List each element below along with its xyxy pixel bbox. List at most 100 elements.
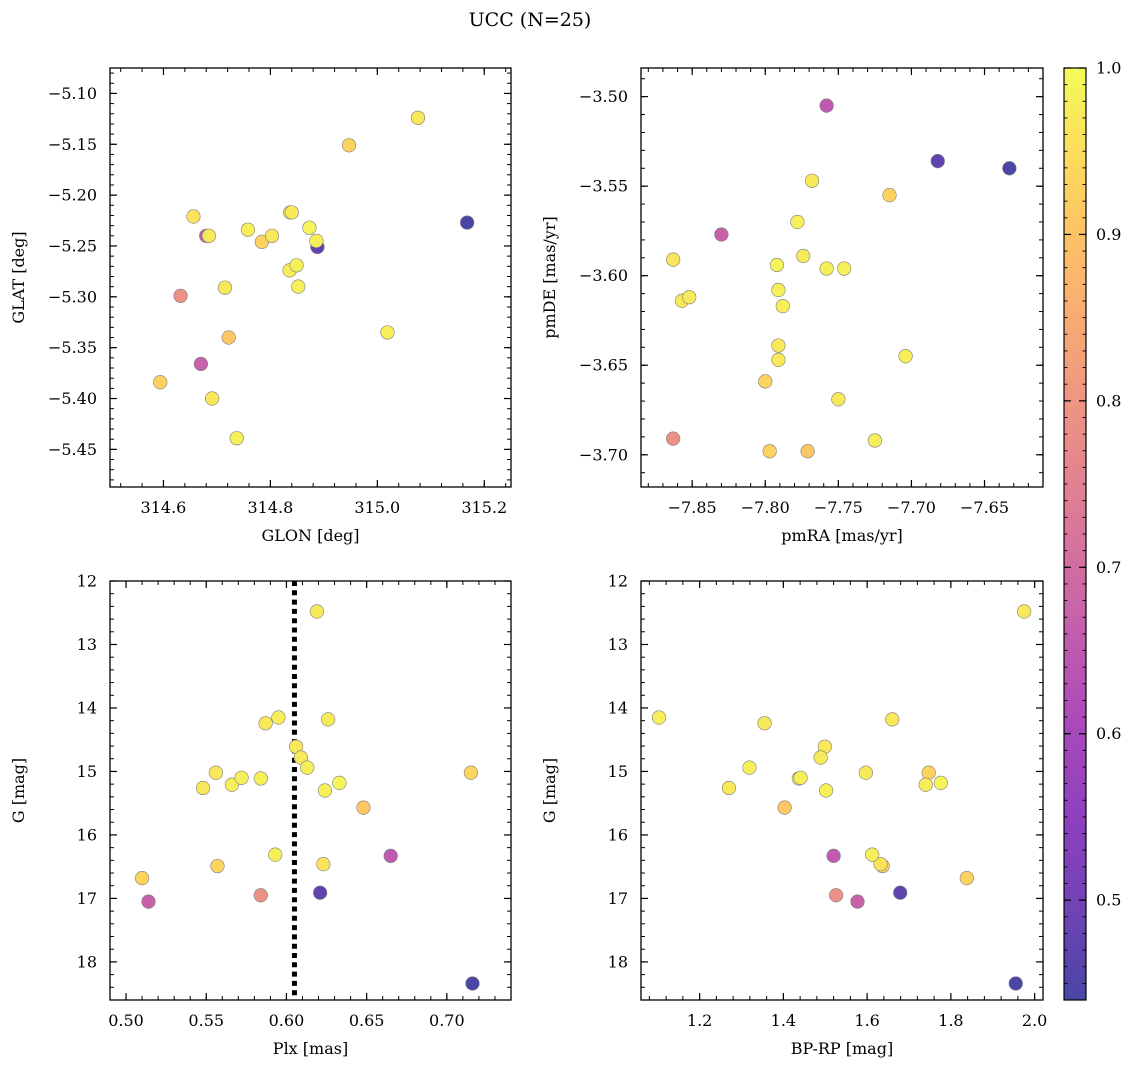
data-point xyxy=(463,765,479,780)
data-point xyxy=(217,280,233,295)
data-point xyxy=(141,894,156,909)
y-tick-label: 15 xyxy=(608,762,628,781)
colorbar-tick-label: 0.7 xyxy=(1096,558,1121,577)
y-tick-label: 16 xyxy=(77,825,97,844)
data-point xyxy=(291,279,306,294)
data-point xyxy=(309,233,324,248)
data-point xyxy=(210,858,225,874)
y-tick-label: −5.40 xyxy=(48,389,97,408)
data-point xyxy=(858,765,873,780)
data-point xyxy=(796,248,811,264)
x-tick-label: 315.2 xyxy=(461,498,507,517)
y-tick-label: 17 xyxy=(608,889,628,908)
data-point xyxy=(771,282,786,298)
data-point xyxy=(195,780,211,796)
colorbar: 1.0 0.9 0.8 0.7 0.6 0.5 xyxy=(1063,59,1121,1001)
panel-cmd: 1.2 1.4 1.6 1.8 2.0 12 13 14 15 16 17 18 BP-RP [mag]… xyxy=(540,572,1047,1059)
data-point xyxy=(240,222,256,237)
data-point xyxy=(321,712,336,727)
data-point xyxy=(885,712,900,727)
x-tick-label: −7.75 xyxy=(814,498,863,517)
data-point xyxy=(793,770,808,785)
data-point xyxy=(742,760,757,775)
data-point xyxy=(771,338,786,353)
data-point xyxy=(771,352,786,367)
colorbar-tick-label: 0.8 xyxy=(1096,391,1121,410)
x-tick-label: 315.0 xyxy=(354,498,400,517)
axes-frame xyxy=(109,580,512,1001)
y-tick-label: −5.25 xyxy=(48,236,97,255)
x-tick-label: 0.65 xyxy=(349,1011,385,1030)
data-point xyxy=(229,431,244,446)
data-point xyxy=(380,325,395,340)
data-point xyxy=(829,888,844,903)
y-tick-label: 17 xyxy=(77,889,97,908)
data-point xyxy=(205,391,220,406)
data-point xyxy=(813,750,828,765)
y-tick-label: −5.45 xyxy=(48,440,97,459)
data-point xyxy=(959,871,974,886)
data-point xyxy=(300,760,315,775)
data-point xyxy=(341,138,357,153)
data-point xyxy=(332,775,347,790)
x-tick-label: 1.2 xyxy=(687,1011,712,1030)
figure-title: UCC (N=25) xyxy=(469,9,592,31)
data-point xyxy=(873,857,888,872)
x-tick-label: 0.70 xyxy=(429,1011,465,1030)
data-point xyxy=(819,98,834,113)
y-axis-label: GLAT [deg] xyxy=(9,231,28,323)
data-point xyxy=(317,783,333,798)
data-point xyxy=(302,220,317,235)
data-point xyxy=(410,110,426,125)
data-point xyxy=(800,444,815,459)
data-point xyxy=(293,750,308,765)
data-point xyxy=(253,888,268,903)
y-tick-label: −3.65 xyxy=(579,356,628,375)
data-point xyxy=(850,894,865,909)
x-tick-label: 314.8 xyxy=(247,498,293,517)
x-tick-label: 0.50 xyxy=(108,1011,144,1030)
data-point xyxy=(1002,161,1017,176)
data-points xyxy=(153,110,475,446)
y-tick-label: 14 xyxy=(77,698,97,717)
y-tick-label: −3.50 xyxy=(579,87,628,106)
data-point xyxy=(651,710,667,725)
data-point xyxy=(383,848,398,863)
data-point xyxy=(289,258,304,273)
x-tick-label: 1.4 xyxy=(771,1011,796,1030)
x-axis-label: pmRA [mas/yr] xyxy=(781,526,903,545)
data-point xyxy=(465,976,480,991)
data-point xyxy=(666,252,681,267)
data-point xyxy=(898,349,913,364)
data-points xyxy=(134,604,480,991)
y-axis-label: G [mag] xyxy=(9,758,28,823)
data-point xyxy=(356,800,371,815)
colorbar-tick-label: 1.0 xyxy=(1096,59,1121,78)
data-point xyxy=(173,288,188,303)
data-point xyxy=(867,433,882,448)
data-point xyxy=(460,215,475,230)
y-tick-label: 12 xyxy=(77,572,97,591)
y-axis-label: G [mag] xyxy=(540,758,559,823)
panel-sky: 314.6 314.8 315.0 315.2 −5.45 −5.40 −5.35 −5.30… xyxy=(9,67,512,545)
data-point xyxy=(186,209,201,224)
x-tick-label: −7.80 xyxy=(741,498,790,517)
x-tick-label: 1.8 xyxy=(938,1011,963,1030)
x-axis-label: Plx [mas] xyxy=(273,1039,348,1058)
x-axis-label: BP-RP [mag] xyxy=(791,1039,893,1058)
y-tick-label: −3.55 xyxy=(579,177,628,196)
data-point xyxy=(865,847,880,862)
x-tick-label: 1.6 xyxy=(854,1011,879,1030)
x-axis-label: GLON [deg] xyxy=(261,526,359,545)
y-axis-label: pmDE [mas/yr] xyxy=(540,216,559,339)
y-tick-label: 18 xyxy=(608,952,628,971)
data-point xyxy=(224,777,240,792)
y-tick-label: −5.15 xyxy=(48,135,97,154)
panel-plx: 0.50 0.55 0.60 0.65 0.70 12 13 14 15 16 17 18 Plx [m… xyxy=(9,572,512,1058)
data-point xyxy=(208,765,223,780)
axes-frame xyxy=(640,67,1044,488)
data-point xyxy=(721,780,737,796)
y-tick-label: 18 xyxy=(77,952,97,971)
y-tick-label: −3.60 xyxy=(579,266,628,285)
